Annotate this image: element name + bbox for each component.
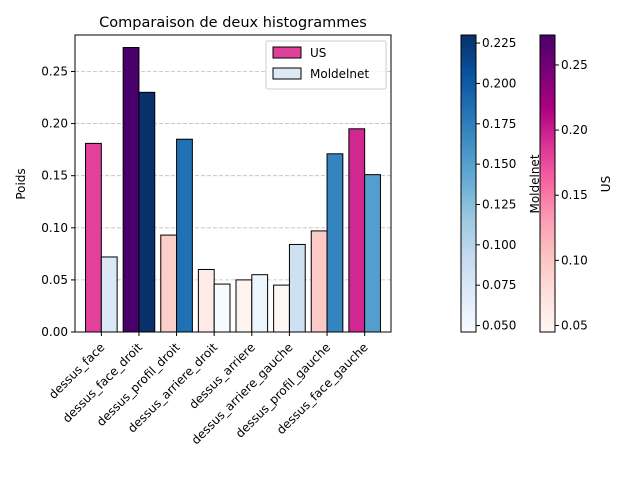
colorbar-moldelnet-label: Moldelnet xyxy=(528,154,542,213)
x-axis-ticks: dessus_facedessus_face_droitdessus_profi… xyxy=(46,332,371,447)
colorbar-tick-label: 0.25 xyxy=(561,58,588,72)
bar-us-dessus_face xyxy=(85,142,102,333)
plot-frame xyxy=(74,34,392,333)
colorbar-tick-label: 0.225 xyxy=(482,36,516,50)
y-tick-label: 0.20 xyxy=(41,117,68,131)
colorbar-tick-label: 0.05 xyxy=(561,318,588,332)
legend: US Moldelnet xyxy=(265,40,387,90)
bar-moldelnet-dessus_arriere_droit xyxy=(213,283,231,333)
colorbar-tick-label: 0.20 xyxy=(561,123,588,137)
y-gridlines xyxy=(75,71,391,281)
bar-us-dessus_arriere_droit xyxy=(197,268,215,333)
legend-label-moldelnet: Moldelnet xyxy=(310,67,369,81)
legend-swatch-moldelnet xyxy=(272,67,302,80)
colorbar-tick-label: 0.175 xyxy=(482,117,516,131)
bar-moldelnet-dessus_profil_droit xyxy=(176,138,193,333)
bar-moldelnet-dessus_face_droit xyxy=(138,91,156,333)
legend-swatch-us xyxy=(272,46,302,59)
colorbar-tick-label: 0.15 xyxy=(561,188,588,202)
colorbar-moldelnet-gradient xyxy=(460,34,477,333)
chart-title: Comparaison de deux histogrammes xyxy=(99,15,367,31)
colorbar-tick-label: 0.075 xyxy=(482,278,516,292)
colorbar-us-gradient xyxy=(539,34,556,333)
legend-label-us: US xyxy=(310,46,326,60)
bar-us-dessus_arriere xyxy=(235,279,253,333)
bar-us-dessus_profil_gauche xyxy=(310,230,328,333)
bar-moldelnet-dessus_face xyxy=(100,256,118,333)
colorbar-tick-label: 0.10 xyxy=(561,253,588,267)
colorbar-tick-label: 0.200 xyxy=(482,76,516,90)
y-axis-label: Poids xyxy=(14,168,28,199)
bars-group xyxy=(85,47,381,333)
colorbar-us-label: US xyxy=(599,176,613,192)
y-tick-label: 0.15 xyxy=(41,169,68,183)
bar-moldelnet-dessus_face_gauche xyxy=(364,174,381,333)
bar-moldelnet-dessus_arriere xyxy=(251,274,269,333)
colorbar-us: 0.05 0.10 0.15 0.20 0.25 US xyxy=(539,34,613,333)
colorbar-moldelnet: 0.050 0.075 0.100 0.125 0.150 0.175 0.200 0.225… xyxy=(460,34,542,333)
y-tick-label: 0.25 xyxy=(41,64,68,78)
colorbar-tick-label: 0.100 xyxy=(482,238,516,252)
bar-moldelnet-dessus_arriere_gauche xyxy=(288,243,306,333)
colorbar-tick-label: 0.050 xyxy=(482,319,516,333)
colorbar-tick-label: 0.150 xyxy=(482,157,516,171)
colorbar-us-ticks: 0.05 0.10 0.15 0.20 0.25 xyxy=(555,58,588,332)
x-tick-label: dessus_arriere xyxy=(186,340,258,412)
y-axis-ticks: 0.00 0.05 0.10 0.15 0.20 0.25 xyxy=(41,64,75,339)
y-tick-label: 0.05 xyxy=(41,273,68,287)
colorbar-moldelnet-ticks: 0.050 0.075 0.100 0.125 0.150 0.175 0.200 0.225 xyxy=(476,36,516,333)
y-tick-label: 0.10 xyxy=(41,221,68,235)
y-tick-label: 0.00 xyxy=(41,325,68,339)
bar-us-dessus_face_gauche xyxy=(348,128,366,333)
colorbar-tick-label: 0.125 xyxy=(482,197,516,211)
bar-moldelnet-dessus_profil_gauche xyxy=(326,153,344,333)
bar-us-dessus_arriere_gauche xyxy=(273,284,290,333)
bar-us-dessus_face_droit xyxy=(122,47,140,333)
bar-us-dessus_profil_droit xyxy=(160,234,178,333)
